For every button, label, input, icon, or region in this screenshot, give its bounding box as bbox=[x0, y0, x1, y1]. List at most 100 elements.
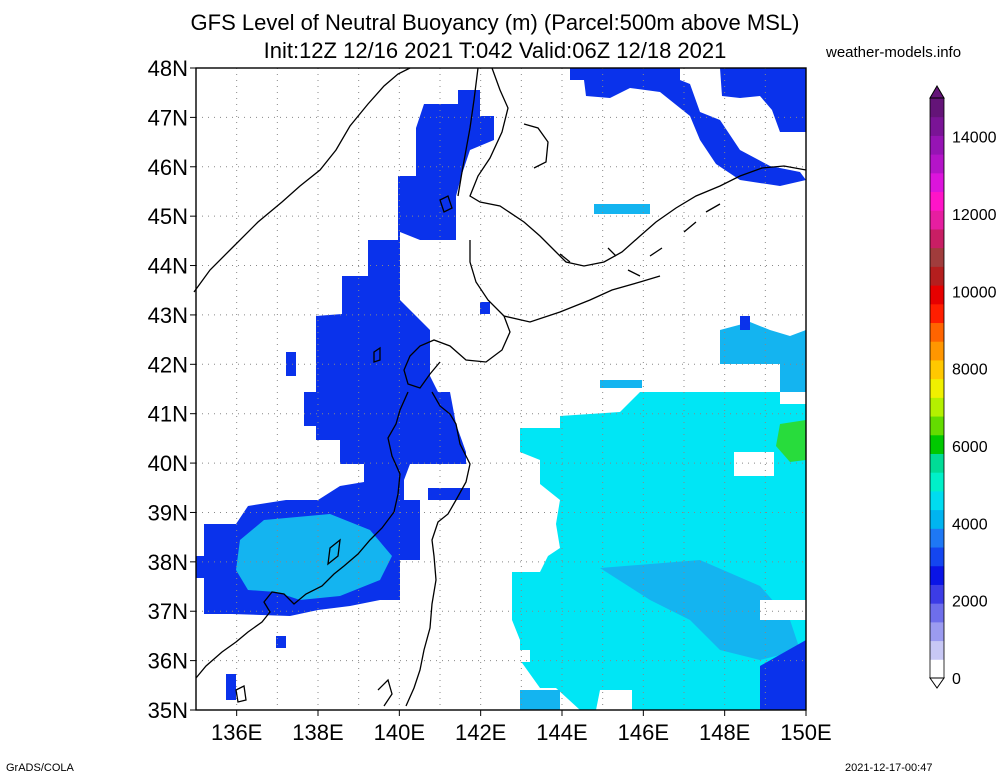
latitude-labels: 35N 36N 37N 38N 39N 40N 41N 42N 43N 44N 45N 46N 47N 4… bbox=[148, 56, 196, 723]
source-credit: weather-models.info bbox=[826, 44, 962, 61]
field-gap-2 bbox=[520, 650, 530, 662]
colorbar-label: 8000 bbox=[952, 362, 988, 379]
lat-tick-label: 41N bbox=[148, 402, 188, 427]
map-frame bbox=[195, 67, 807, 711]
colorbar-swatch bbox=[930, 359, 944, 380]
colorbar-swatch bbox=[930, 509, 944, 529]
lat-tick-label: 40N bbox=[148, 451, 188, 476]
lat-tick-label: 39N bbox=[148, 500, 188, 525]
colorbar-swatch bbox=[930, 303, 944, 324]
lon-tick-label: 140E bbox=[374, 720, 425, 745]
lat-tick-label: 35N bbox=[148, 698, 188, 723]
coastline-asia-mainland bbox=[193, 67, 411, 293]
coastline-rishiri bbox=[439, 195, 453, 213]
coastline-honshu-north bbox=[405, 391, 471, 707]
coastline-east-honshu bbox=[377, 678, 393, 707]
lon-tick-label: 148E bbox=[699, 720, 750, 745]
field-patch-8 bbox=[570, 68, 806, 186]
coastline-oki bbox=[235, 685, 247, 703]
lon-tick-label: 142E bbox=[455, 720, 506, 745]
field-patch-9 bbox=[720, 68, 806, 132]
field-patch-11 bbox=[428, 488, 470, 500]
coastline-sakhalin-west bbox=[457, 67, 479, 197]
colorbar-swatch bbox=[930, 322, 944, 342]
colorbar-swatch bbox=[930, 472, 944, 492]
colorbar-label: 6000 bbox=[952, 439, 988, 456]
field-patch-15 bbox=[480, 302, 490, 314]
coastline-hokkaido bbox=[403, 240, 661, 389]
map-title: GFS Level of Neutral Buoyancy (m) (Parce… bbox=[190, 10, 800, 35]
lon-tick-label: 138E bbox=[292, 720, 343, 745]
lon-tick-label: 136E bbox=[211, 720, 262, 745]
colorbar-swatch bbox=[930, 453, 944, 473]
coastline-sado-island bbox=[327, 538, 341, 566]
lat-tick-label: 36N bbox=[148, 649, 188, 674]
colorbar-swatch bbox=[930, 603, 944, 623]
lat-tick-label: 45N bbox=[148, 204, 188, 229]
longitude-labels: 136E 138E 140E 142E 144E 146E 148E 150E bbox=[211, 710, 832, 745]
colorbar-swatch bbox=[930, 490, 944, 511]
colorbar-swatch bbox=[930, 285, 944, 305]
colorbar: 0 2000 4000 6000 8000 10000 12000 14000 bbox=[929, 85, 997, 689]
lat-tick-label: 38N bbox=[148, 550, 188, 575]
field-gap-3 bbox=[540, 512, 550, 524]
field-gap-1 bbox=[430, 246, 470, 300]
colorbar-swatch bbox=[930, 154, 944, 174]
colorbar-swatch bbox=[930, 584, 944, 604]
lon-tick-label: 146E bbox=[618, 720, 669, 745]
map-subtitle: Init:12Z 12/16 2021 T:042 Valid:06Z 12/1… bbox=[263, 38, 727, 63]
field-patch-18 bbox=[776, 420, 806, 462]
colorbar-bottom-arrow bbox=[929, 677, 945, 689]
colorbar-swatch bbox=[930, 547, 944, 567]
field-patch-13 bbox=[286, 352, 296, 376]
colorbar-swatch bbox=[930, 416, 944, 436]
field-patch-6 bbox=[520, 690, 560, 710]
footer-software: GrADS/COLA bbox=[6, 762, 74, 774]
coastline-sakhalin-east bbox=[469, 67, 807, 267]
field-gap-0 bbox=[734, 452, 774, 476]
footer-timestamp: 2021-12-17-00:47 bbox=[845, 762, 933, 774]
colorbar-swatch bbox=[930, 434, 944, 454]
colorbar-label: 12000 bbox=[952, 207, 997, 224]
field-patch-3 bbox=[594, 204, 650, 214]
colorbar-swatch bbox=[930, 659, 944, 679]
colorbar-swatch bbox=[930, 172, 944, 193]
field-gap-4 bbox=[760, 600, 806, 620]
neutral-buoyancy-field bbox=[196, 68, 806, 710]
colorbar-swatch bbox=[930, 191, 944, 211]
lat-tick-label: 43N bbox=[148, 303, 188, 328]
coastline-honshu-west bbox=[195, 391, 409, 679]
colorbar-swatch bbox=[930, 640, 944, 660]
colorbar-swatch bbox=[930, 621, 944, 642]
coastline-sakhalin-bay bbox=[523, 123, 549, 169]
field-patch-1 bbox=[720, 322, 806, 392]
field-patch-17 bbox=[236, 514, 392, 600]
coastline-kuril-islands bbox=[559, 203, 721, 277]
colorbar-label: 0 bbox=[952, 671, 961, 688]
field-patch-16 bbox=[740, 316, 750, 330]
lat-tick-label: 48N bbox=[148, 56, 188, 81]
lat-tick-label: 44N bbox=[148, 254, 188, 279]
colorbar-frame bbox=[929, 97, 945, 679]
lon-tick-label: 150E bbox=[780, 720, 831, 745]
lat-tick-label: 47N bbox=[148, 105, 188, 130]
lat-tick-label: 42N bbox=[148, 352, 188, 377]
field-patch-12 bbox=[226, 674, 236, 700]
colorbar-label: 4000 bbox=[952, 516, 988, 533]
coastline-okushiri bbox=[373, 346, 381, 363]
colorbar-swatch bbox=[930, 247, 944, 267]
colorbar-swatch bbox=[930, 397, 944, 417]
field-patch-4 bbox=[600, 560, 800, 660]
colorbar-swatch bbox=[930, 210, 944, 230]
colorbar-swatch bbox=[930, 528, 944, 548]
field-patch-14 bbox=[276, 636, 286, 648]
field-patch-7 bbox=[196, 90, 494, 616]
colorbar-swatch bbox=[930, 266, 944, 286]
field-patch-10 bbox=[760, 640, 806, 710]
lat-tick-label: 37N bbox=[148, 599, 188, 624]
colorbar-swatch bbox=[930, 378, 944, 398]
colorbar-swatch bbox=[930, 341, 944, 361]
colorbar-swatch bbox=[930, 135, 944, 155]
coastlines bbox=[193, 67, 807, 707]
